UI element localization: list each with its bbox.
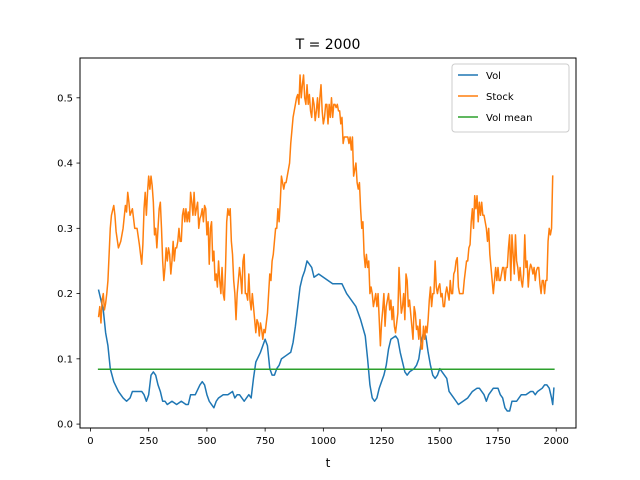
legend-label-stock: Stock [486,92,514,103]
y-tick-label: 0.5 [57,93,73,104]
x-tick-label: 500 [197,436,216,447]
legend-label-vol-mean: Vol mean [486,113,533,124]
chart-title: T = 2000 [295,37,361,53]
x-tick-label: 1000 [311,436,336,447]
x-tick-label: 750 [256,436,275,447]
legend-label-vol: Vol [486,71,501,82]
plot-area-frame [79,57,577,429]
x-tick-label: 2000 [543,436,568,447]
series-line-vol [97,260,555,412]
x-axis-ticks: 0 250 500 750 1000 1250 1500 1750 2000 [87,428,569,447]
x-tick-label: 1500 [427,436,452,447]
y-tick-label: 0.4 [57,159,73,170]
series-line-stock [97,74,554,350]
plot-series [97,74,555,412]
x-tick-label: 250 [139,436,158,447]
y-axis-ticks: 0.0 0.1 0.2 0.3 0.4 0.5 [57,93,80,431]
y-tick-label: 0.0 [57,420,73,431]
y-tick-label: 0.2 [57,289,73,300]
legend-entries: Vol Stock Vol mean [458,71,533,124]
y-tick-label: 0.1 [57,354,73,365]
legend-box [451,63,570,133]
x-tick-label: 1250 [369,436,394,447]
x-tick-label: 0 [87,436,93,447]
x-axis-label: t [326,456,331,470]
legend: Vol Stock Vol mean [451,63,570,133]
x-tick-label: 1750 [485,436,510,447]
y-tick-label: 0.3 [57,224,73,235]
